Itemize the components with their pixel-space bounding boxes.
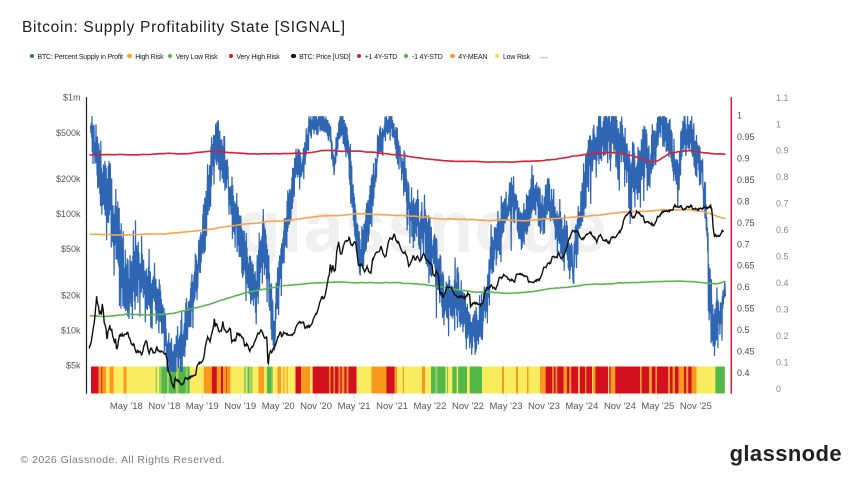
svg-text:0.9: 0.9 <box>737 154 750 164</box>
svg-text:0.9: 0.9 <box>776 146 789 156</box>
svg-text:0.8: 0.8 <box>776 172 789 182</box>
svg-text:0.8: 0.8 <box>737 196 750 206</box>
svg-text:May '20: May '20 <box>262 401 295 412</box>
svg-text:May '19: May '19 <box>186 401 219 412</box>
svg-text:0.85: 0.85 <box>737 175 755 185</box>
svg-text:0.5: 0.5 <box>776 252 789 262</box>
svg-text:Nov '25: Nov '25 <box>680 401 712 412</box>
svg-text:0.3: 0.3 <box>776 304 789 314</box>
svg-text:$20k: $20k <box>61 291 81 301</box>
svg-text:0.65: 0.65 <box>737 261 755 271</box>
svg-text:Nov '19: Nov '19 <box>224 401 256 412</box>
svg-text:$100k: $100k <box>56 209 81 219</box>
svg-text:May '23: May '23 <box>490 401 523 412</box>
svg-text:$500k: $500k <box>56 128 81 138</box>
svg-text:0.7: 0.7 <box>776 199 789 209</box>
svg-text:$1m: $1m <box>63 93 81 103</box>
svg-text:$50k: $50k <box>61 244 81 254</box>
svg-text:Nov '22: Nov '22 <box>452 401 484 412</box>
svg-text:Nov '18: Nov '18 <box>148 401 180 412</box>
svg-text:0.2: 0.2 <box>776 331 789 341</box>
svg-text:0.7: 0.7 <box>737 239 750 249</box>
svg-text:Nov '23: Nov '23 <box>528 401 560 412</box>
svg-text:0.45: 0.45 <box>737 347 755 357</box>
svg-text:0.95: 0.95 <box>737 132 755 142</box>
svg-text:1.1: 1.1 <box>776 93 789 103</box>
svg-text:0.55: 0.55 <box>737 304 755 314</box>
svg-text:1: 1 <box>737 111 742 121</box>
svg-text:0.6: 0.6 <box>776 225 789 235</box>
svg-text:0.5: 0.5 <box>737 325 750 335</box>
svg-text:0.4: 0.4 <box>737 368 750 378</box>
svg-text:May '24: May '24 <box>565 401 598 412</box>
svg-text:May '25: May '25 <box>641 401 674 412</box>
svg-text:0.1: 0.1 <box>776 357 789 367</box>
svg-text:Nov '20: Nov '20 <box>300 401 332 412</box>
svg-text:0.6: 0.6 <box>737 282 750 292</box>
svg-text:$5k: $5k <box>66 361 81 371</box>
svg-text:$10k: $10k <box>61 326 81 336</box>
svg-text:May '21: May '21 <box>338 401 371 412</box>
svg-text:Nov '21: Nov '21 <box>376 401 408 412</box>
svg-text:0: 0 <box>776 384 781 394</box>
svg-text:May '18: May '18 <box>110 401 143 412</box>
svg-text:0.4: 0.4 <box>776 278 789 288</box>
svg-text:0.75: 0.75 <box>737 218 755 228</box>
svg-text:Nov '24: Nov '24 <box>604 401 636 412</box>
svg-text:1: 1 <box>776 119 781 129</box>
svg-text:$200k: $200k <box>56 174 81 184</box>
svg-text:May '22: May '22 <box>414 401 447 412</box>
